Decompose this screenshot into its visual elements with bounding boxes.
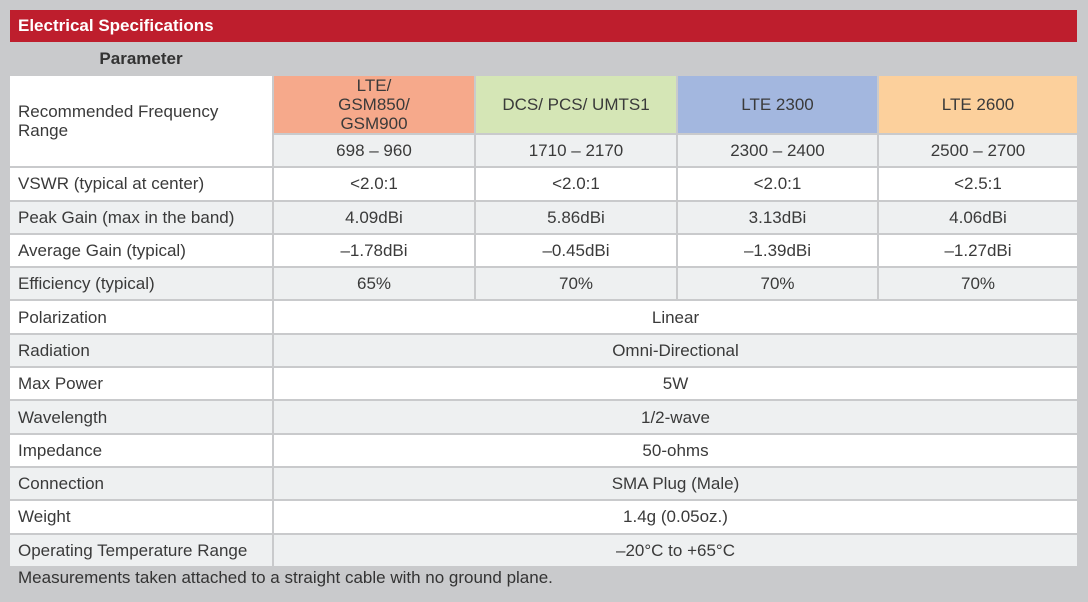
row-value: 70% — [476, 268, 676, 300]
row-value: –0.45dBi — [476, 234, 676, 267]
row-value: 65% — [274, 268, 474, 300]
row-value: 1.4g (0.05oz.) — [274, 501, 1077, 533]
table-row: Max Power 5W — [10, 368, 1077, 400]
table-row: Efficiency (typical) 65% 70% 70% 70% — [10, 268, 1077, 300]
band-header: LTE 2300 — [678, 76, 877, 133]
row-value: 5.86dBi — [476, 201, 676, 233]
row-label: Weight — [10, 501, 272, 533]
band-range: 1710 – 2170 — [476, 135, 676, 167]
table-row: Peak Gain (max in the band) 4.09dBi 5.86dB… — [10, 201, 1077, 233]
row-value: 70% — [678, 268, 877, 300]
parameter-header: Parameter — [99, 49, 183, 68]
row-value: –1.78dBi — [274, 234, 474, 267]
row-value: <2.0:1 — [476, 168, 676, 200]
band-range: 698 – 960 — [274, 135, 474, 167]
row-value: –1.27dBi — [879, 234, 1077, 267]
row-value: <2.5:1 — [879, 168, 1077, 200]
table-row: Radiation Omni-Directional — [10, 334, 1077, 367]
band-header: LTE 2600 — [879, 76, 1077, 133]
row-value: SMA Plug (Male) — [274, 467, 1077, 500]
row-label: Max Power — [10, 368, 272, 400]
row-value: 5W — [274, 368, 1077, 400]
row-label: Impedance — [10, 434, 272, 466]
row-value: 4.09dBi — [274, 201, 474, 233]
table-row: Wavelength 1/2-wave — [10, 401, 1077, 433]
row-label: VSWR (typical at center) — [10, 168, 272, 200]
specs-table: Recommended Frequency Range LTE/ GSM850/… — [8, 74, 1079, 568]
row-value: 4.06dBi — [879, 201, 1077, 233]
row-label: Peak Gain (max in the band) — [10, 201, 272, 233]
row-value: Omni-Directional — [274, 334, 1077, 367]
row-value: 50-ohms — [274, 434, 1077, 466]
row-label: Operating Temperature Range — [10, 534, 272, 566]
table-row: Polarization Linear — [10, 301, 1077, 333]
row-value: Linear — [274, 301, 1077, 333]
table-row: Operating Temperature Range –20°C to +65°… — [10, 534, 1077, 566]
table-row: Average Gain (typical) –1.78dBi –0.45dBi –1… — [10, 234, 1077, 267]
band-header: LTE/ GSM850/ GSM900 — [274, 76, 474, 133]
row-label: Efficiency (typical) — [10, 268, 272, 300]
row-value: –1.39dBi — [678, 234, 877, 267]
table-row: Impedance 50-ohms — [10, 434, 1077, 466]
footnote: Measurements taken attached to a straigh… — [18, 568, 553, 587]
row-label: Radiation — [10, 334, 272, 367]
table-row: VSWR (typical at center) <2.0:1 <2.0:1 <2.0… — [10, 168, 1077, 200]
table-row: Connection SMA Plug (Male) — [10, 467, 1077, 500]
row-label: Polarization — [10, 301, 272, 333]
table-row: Weight 1.4g (0.05oz.) — [10, 501, 1077, 533]
band-header: DCS/ PCS/ UMTS1 — [476, 76, 676, 133]
row-value: 70% — [879, 268, 1077, 300]
row-value: 3.13dBi — [678, 201, 877, 233]
row-label: Connection — [10, 467, 272, 500]
section-title: Electrical Specifications — [10, 10, 1077, 42]
band-range: 2500 – 2700 — [879, 135, 1077, 167]
band-header-row: Recommended Frequency Range LTE/ GSM850/… — [10, 76, 1077, 167]
row-value: <2.0:1 — [678, 168, 877, 200]
freq-range-label: Recommended Frequency Range — [10, 76, 272, 167]
freq-range-row: 698 – 960 1710 – 2170 2300 – 2400 2500 –… — [10, 135, 1077, 167]
row-value: <2.0:1 — [274, 168, 474, 200]
row-label: Wavelength — [10, 401, 272, 433]
row-value: –20°C to +65°C — [274, 534, 1077, 566]
row-value: 1/2-wave — [274, 401, 1077, 433]
band-range: 2300 – 2400 — [678, 135, 877, 167]
row-label: Average Gain (typical) — [10, 234, 272, 267]
